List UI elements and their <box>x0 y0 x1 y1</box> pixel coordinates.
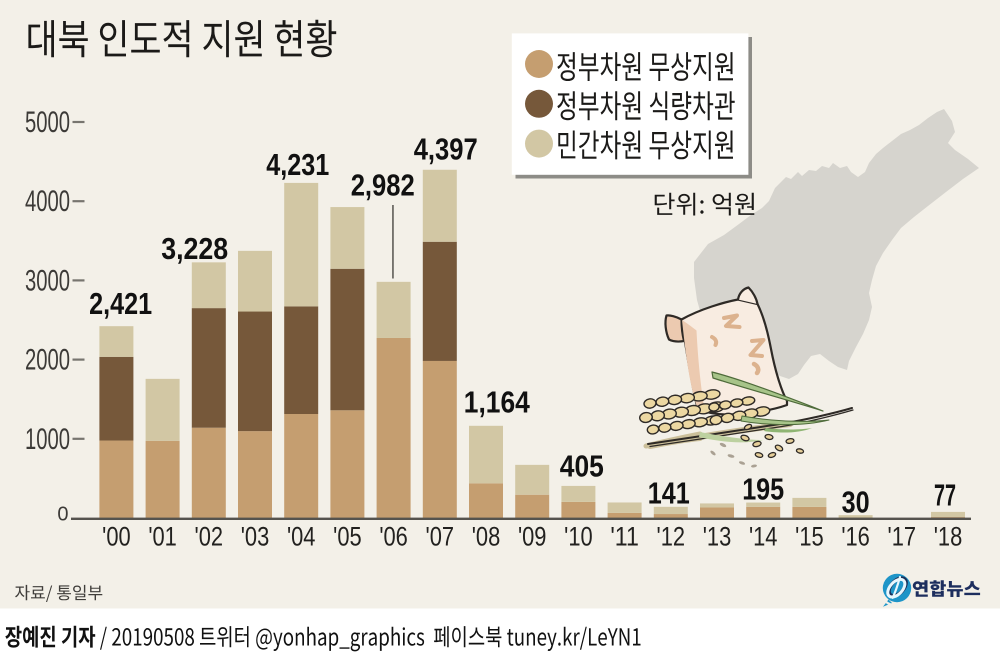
svg-text:'04: '04 <box>287 522 316 552</box>
svg-text:2,982: 2,982 <box>351 168 415 203</box>
svg-text:'09: '09 <box>518 522 547 552</box>
svg-text:'07: '07 <box>426 522 455 552</box>
svg-text:5000: 5000 <box>25 106 70 139</box>
svg-text:30: 30 <box>842 485 870 520</box>
svg-text:405: 405 <box>560 448 604 483</box>
svg-text:4000: 4000 <box>25 185 70 218</box>
svg-text:4,231: 4,231 <box>266 147 329 182</box>
svg-text:'11: '11 <box>610 522 639 552</box>
svg-text:1000: 1000 <box>25 423 70 456</box>
svg-text:77: 77 <box>934 478 956 513</box>
svg-text:'01: '01 <box>148 522 177 552</box>
svg-text:'18: '18 <box>934 522 963 552</box>
svg-text:3000: 3000 <box>25 264 70 297</box>
svg-text:'10: '10 <box>564 522 593 552</box>
svg-text:'14: '14 <box>749 522 778 552</box>
svg-text:'02: '02 <box>195 522 224 552</box>
svg-text:'03: '03 <box>241 522 270 552</box>
svg-text:0: 0 <box>57 504 68 526</box>
svg-text:2,421: 2,421 <box>89 286 152 321</box>
svg-text:1,164: 1,164 <box>464 385 531 420</box>
svg-text:'00: '00 <box>102 522 131 552</box>
svg-text:'08: '08 <box>472 522 501 552</box>
svg-text:2000: 2000 <box>25 344 70 377</box>
svg-text:'05: '05 <box>333 522 362 552</box>
svg-text:'16: '16 <box>841 522 870 552</box>
svg-text:'15: '15 <box>795 522 824 552</box>
svg-text:'12: '12 <box>657 522 686 552</box>
svg-text:3,228: 3,228 <box>161 231 228 266</box>
svg-text:195: 195 <box>742 472 784 507</box>
svg-text:4,397: 4,397 <box>414 131 478 166</box>
svg-text:141: 141 <box>648 476 690 511</box>
svg-text:'06: '06 <box>379 522 408 552</box>
svg-text:'13: '13 <box>703 522 732 552</box>
svg-text:'17: '17 <box>888 522 917 552</box>
